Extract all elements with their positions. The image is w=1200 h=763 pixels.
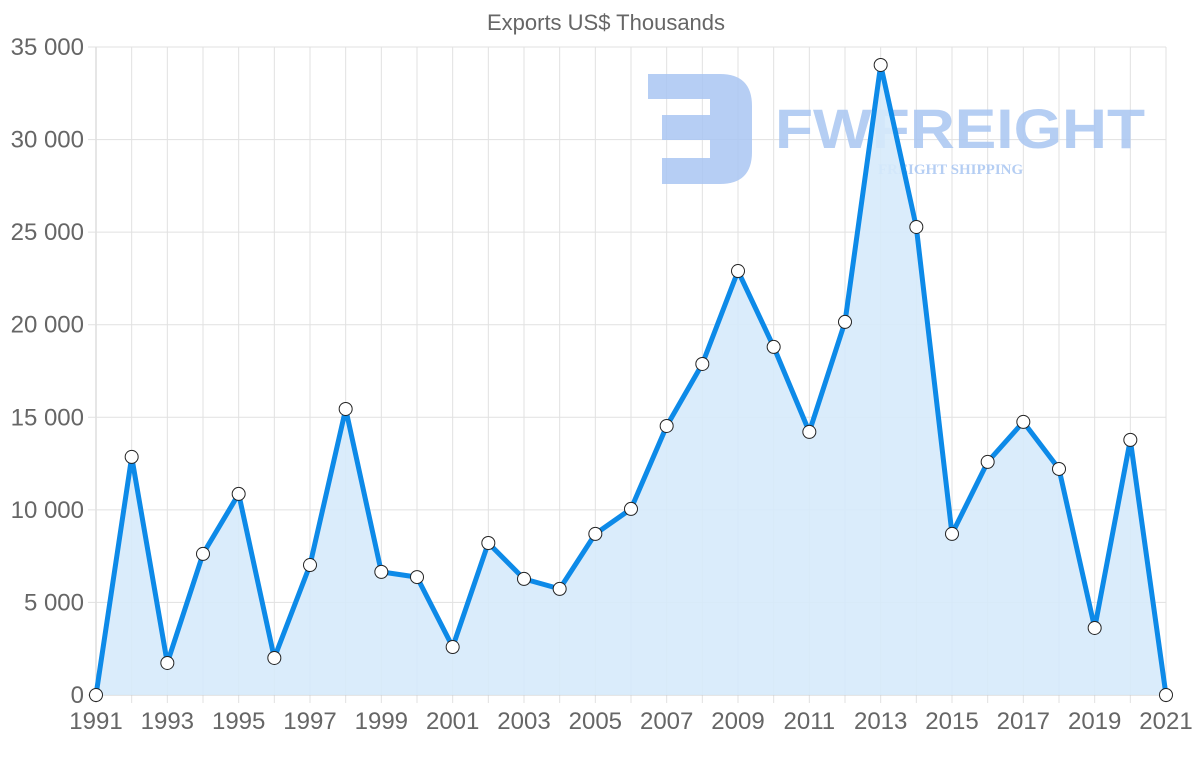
- x-tick-label: 1997: [283, 708, 336, 735]
- x-tick-label: 1999: [355, 708, 408, 735]
- y-axis-ticks: 0 5 000 10 000 15 000 20 000 25 000 30 000 35 0…: [11, 34, 84, 709]
- data-point[interactable]: 2009: 22900: [731, 264, 745, 279]
- area-fill: [96, 65, 1166, 695]
- fw-logo-icon: [648, 74, 752, 184]
- y-tick-label: 30 000: [11, 127, 84, 154]
- y-tick-label: 20 000: [11, 312, 84, 339]
- y-tick-label: 15 000: [11, 404, 84, 431]
- data-point[interactable]: 2001: 2590: [445, 640, 460, 655]
- data-point[interactable]: 2003: 6270: [517, 571, 531, 586]
- y-tick-label: 35 000: [11, 34, 84, 61]
- data-point[interactable]: 1994: 7620: [196, 546, 210, 561]
- data-point[interactable]: 2010: 18800: [766, 339, 781, 354]
- data-point[interactable]: 2014: 25280: [909, 219, 924, 234]
- data-point[interactable]: 2011: 14210: [802, 424, 817, 439]
- data-point[interactable]: 2005: 8700: [588, 526, 603, 541]
- x-tick-label: 1995: [212, 708, 265, 735]
- data-point[interactable]: 1997: 7020: [303, 558, 317, 573]
- data-point[interactable]: 1993: 1730: [160, 655, 175, 670]
- y-tick-label: 0: [71, 682, 84, 709]
- data-point[interactable]: 2018: 12210: [1052, 461, 1066, 476]
- y-tick-label: 25 000: [11, 219, 84, 246]
- x-tick-label: 2017: [997, 708, 1050, 735]
- x-tick-label: 1991: [69, 708, 122, 735]
- x-tick-label: 2007: [640, 708, 693, 735]
- data-point[interactable]: 2013: 34030: [873, 57, 888, 72]
- data-point[interactable]: 1995: 10860: [231, 486, 246, 501]
- x-tick-label: 2001: [426, 708, 479, 735]
- watermark-tagline: FREIGHT SHIPPING: [878, 162, 1023, 178]
- x-tick-label: 2021: [1139, 708, 1192, 735]
- data-point[interactable]: 1998: 15450: [338, 401, 353, 416]
- data-point[interactable]: 1999: 6650: [374, 564, 389, 579]
- y-tick-label: 10 000: [11, 497, 84, 524]
- data-point[interactable]: 2007: 14530: [659, 418, 674, 433]
- data-point[interactable]: 2019: 3620: [1087, 620, 1102, 635]
- x-axis-ticks: 1991 1993 1995 1997 1999 2001 2003 2005 2007 2009…: [69, 708, 1192, 735]
- x-tick-label: 2005: [569, 708, 622, 735]
- watermark-logo: FWFREIGHT FREIGHT SHIPPING: [648, 74, 1145, 184]
- data-point[interactable]: 2020: 13780: [1123, 432, 1138, 447]
- data-point[interactable]: 1991: 0: [89, 688, 103, 702]
- watermark-brand: FWFREIGHT: [775, 97, 1145, 160]
- data-point[interactable]: 2015: 8700: [945, 526, 959, 541]
- x-tick-label: 2013: [854, 708, 907, 735]
- data-point[interactable]: 2004: 5730: [552, 581, 567, 596]
- x-tick-label: 2009: [711, 708, 764, 735]
- x-tick-label: 2015: [925, 708, 978, 735]
- data-point[interactable]: 2017: 14750: [1016, 414, 1031, 429]
- data-point[interactable]: 2008: 17880: [695, 356, 710, 371]
- x-tick-label: 2003: [497, 708, 550, 735]
- data-point[interactable]: 1992: 12860: [124, 449, 139, 464]
- x-tick-label: 2011: [784, 708, 836, 735]
- data-point[interactable]: 2012: 20150: [838, 314, 852, 329]
- x-tick-label: 2019: [1068, 708, 1121, 735]
- y-tick-label: 5 000: [24, 589, 84, 616]
- data-point[interactable]: 2016: 12590: [980, 454, 995, 469]
- chart-title: Exports US$ Thousands: [487, 10, 725, 35]
- x-tick-label: 1993: [141, 708, 194, 735]
- data-point[interactable]: 2002: 8210: [481, 535, 496, 550]
- exports-series: 1991: 0 1992: 12860 1993: 1730 1994: 7620 19…: [89, 57, 1173, 702]
- data-point[interactable]: 2021: 0: [1159, 688, 1173, 702]
- data-point[interactable]: 2006: 10050: [624, 501, 638, 516]
